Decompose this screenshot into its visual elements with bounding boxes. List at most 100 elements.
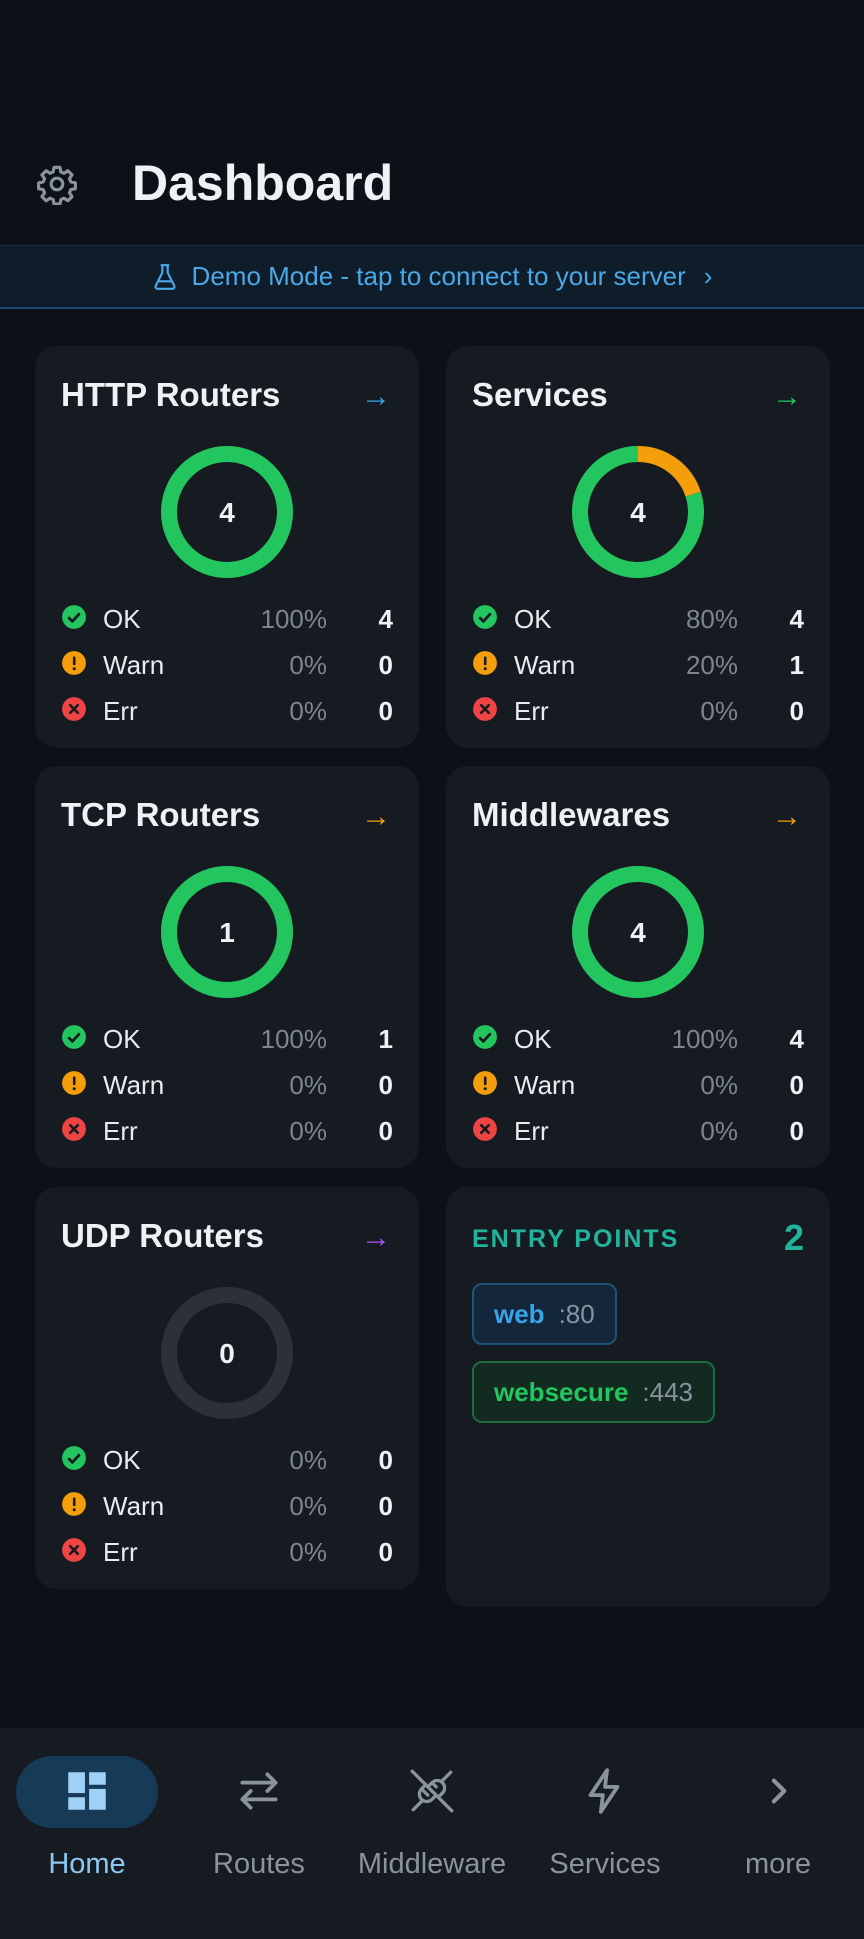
stat-row: OK 80% 4 [472,598,804,638]
stat-count: 0 [378,1537,393,1567]
stat-count: 4 [789,604,804,634]
card-title: HTTP Routers [61,376,281,413]
stat-row: Warn 0% 0 [61,644,393,684]
stat-row: Warn 0% 0 [61,1485,393,1525]
donut-segment-ok [572,446,704,578]
donut-segment-ok [161,446,293,578]
status-donut: 0 [161,1287,293,1419]
stat-percent: 0% [289,1116,327,1146]
top-bar: Dashboard [0,140,864,245]
stat-count: 4 [789,1024,804,1054]
stat-label: Warn [103,1070,165,1100]
check-circle-icon [473,605,497,629]
donut-track [161,1287,293,1419]
chevron-right-icon [771,1778,787,1804]
nav-home[interactable]: Home [16,1756,188,1886]
stat-count: 0 [378,650,393,680]
stat-count: 0 [789,696,804,726]
stat-count: 1 [378,1024,393,1054]
check-circle-icon [62,1025,86,1049]
stat-label: Err [514,1116,549,1146]
stat-row: Warn 0% 0 [472,1064,804,1104]
arrow-right-icon[interactable]: → [772,800,802,833]
stat-count: 1 [789,650,804,680]
swap-arrows-icon [240,1772,278,1810]
stat-label: OK [514,604,552,634]
error-circle-icon [62,1117,86,1141]
donut-total: 0 [219,1338,235,1369]
donut-total: 4 [630,917,646,948]
dashboard-icon [68,1772,106,1810]
stat-row: Err 0% 0 [472,690,804,730]
stat-row: OK 100% 1 [61,1018,393,1058]
card-http-routers[interactable]: HTTP Routers → 4 OK 100% 4 Warn 0% 0 Err 0% 0 [35,346,419,748]
stat-label: Warn [514,1070,576,1100]
stat-percent: 0% [289,650,327,680]
bottom-navigation: Home Routes Middleware Services more [0,1728,864,1939]
arrow-right-icon[interactable]: → [772,380,802,413]
entry-points-title: ENTRY POINTS [472,1225,680,1253]
arrow-right-icon[interactable]: → [361,800,391,833]
error-circle-icon [62,1538,86,1562]
stat-percent: 0% [289,696,327,726]
card-udp-routers[interactable]: UDP Routers → 0 OK 0% 0 Warn 0% 0 Err 0% 0 [35,1187,419,1589]
stat-count: 0 [789,1116,804,1146]
entry-point-chip[interactable]: websecure :443 [472,1361,716,1423]
stat-label: Err [103,1537,138,1567]
stat-row: OK 100% 4 [472,1018,804,1058]
entry-point-name: web [494,1298,545,1329]
nav-more[interactable]: more [692,1756,864,1886]
arrow-right-icon[interactable]: → [361,1221,391,1254]
warning-circle-icon [62,1492,86,1516]
check-circle-icon [62,605,86,629]
stat-label: Err [103,1116,138,1146]
entry-point-port: :80 [558,1298,595,1329]
demo-banner-text: Demo Mode - tap to connect to your serve… [191,261,686,291]
stat-count: 0 [789,1070,804,1100]
card-services[interactable]: Services → 4 OK 80% 4 Warn 20% 1 Err 0% 0 [446,346,830,748]
gear-icon[interactable] [36,163,78,205]
stat-percent: 0% [289,1491,327,1521]
card-title: UDP Routers [61,1217,264,1254]
entry-point-chip[interactable]: web :80 [472,1283,617,1345]
stat-count: 0 [378,1116,393,1146]
stat-row: Warn 20% 1 [472,644,804,684]
stat-row: Err 0% 0 [61,1110,393,1150]
demo-mode-banner[interactable]: Demo Mode - tap to connect to your serve… [0,245,864,309]
entry-point-port: :443 [642,1376,694,1407]
warning-circle-icon [473,1071,497,1095]
arrow-right-icon[interactable]: → [361,380,391,413]
stat-percent: 0% [289,1070,327,1100]
status-donut: 4 [572,446,704,578]
stat-percent: 80% [685,604,738,634]
unplugged-icon [410,1769,454,1813]
donut-segment-ok [161,866,293,998]
stat-label: Warn [103,650,165,680]
stat-label: OK [514,1024,552,1054]
check-circle-icon [62,1446,86,1470]
nav-services[interactable]: Services [519,1756,691,1886]
status-donut: 4 [572,866,704,998]
stat-row: Err 0% 0 [61,690,393,730]
warning-circle-icon [473,651,497,675]
donut-total: 1 [219,917,235,948]
flask-icon [154,263,176,290]
chevron-right-icon: › [703,261,713,291]
card-middlewares[interactable]: Middlewares → 4 OK 100% 4 Warn 0% 0 Err 0% 0 [446,766,830,1168]
nav-middleware[interactable]: Middleware [346,1756,518,1886]
status-donut: 1 [161,866,293,998]
nav-routes[interactable]: Routes [173,1756,345,1886]
nav-label: Home [48,1848,126,1880]
error-circle-icon [62,697,86,721]
nav-label: Middleware [357,1848,507,1880]
donut-segment-ok [572,866,704,998]
card-tcp-routers[interactable]: TCP Routers → 1 OK 100% 1 Warn 0% 0 Err 0% 0 [35,766,419,1168]
stat-count: 0 [378,1445,393,1475]
stat-label: OK [103,604,141,634]
error-circle-icon [473,697,497,721]
stat-count: 0 [378,1491,393,1521]
card-title: TCP Routers [61,796,261,833]
stat-percent: 100% [671,1024,739,1054]
check-circle-icon [473,1025,497,1049]
stat-row: Warn 0% 0 [61,1064,393,1104]
